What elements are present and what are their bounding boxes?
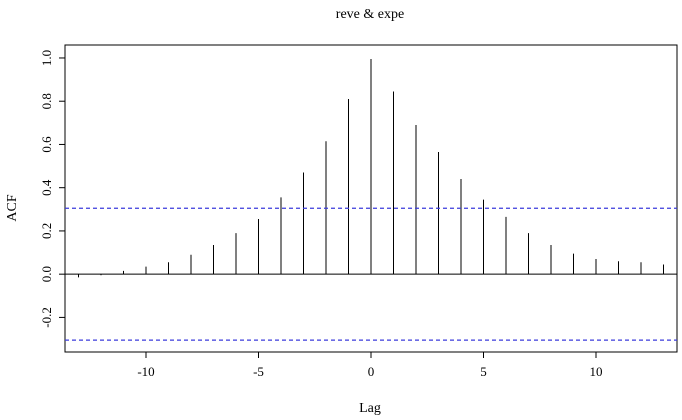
- x-tick-label: -10: [137, 364, 154, 379]
- x-tick-label: -5: [253, 364, 264, 379]
- y-tick-label: 1.0: [39, 50, 54, 66]
- x-tick-label: 5: [480, 364, 487, 379]
- x-tick-label: 10: [590, 364, 603, 379]
- y-tick-label: 0.6: [39, 136, 54, 153]
- y-tick-label: -0.2: [39, 307, 54, 328]
- chart-title: reve & expe: [336, 7, 404, 22]
- y-tick-label: 0.0: [39, 266, 54, 282]
- y-tick-label: 0.4: [39, 179, 54, 196]
- y-axis: -0.2 0.0 0.2 0.4 0.6 0.8 1.0: [39, 50, 65, 328]
- x-axis-title: Lag: [359, 401, 381, 416]
- acf-bars: [78, 59, 664, 278]
- y-axis-title: ACF: [5, 194, 20, 221]
- x-axis: -10 -5 0 5 10: [137, 352, 603, 379]
- confidence-bounds: [65, 207, 677, 341]
- x-tick-label: 0: [368, 364, 375, 379]
- y-tick-label: 0.2: [39, 223, 54, 239]
- y-tick-label: 0.8: [39, 93, 54, 109]
